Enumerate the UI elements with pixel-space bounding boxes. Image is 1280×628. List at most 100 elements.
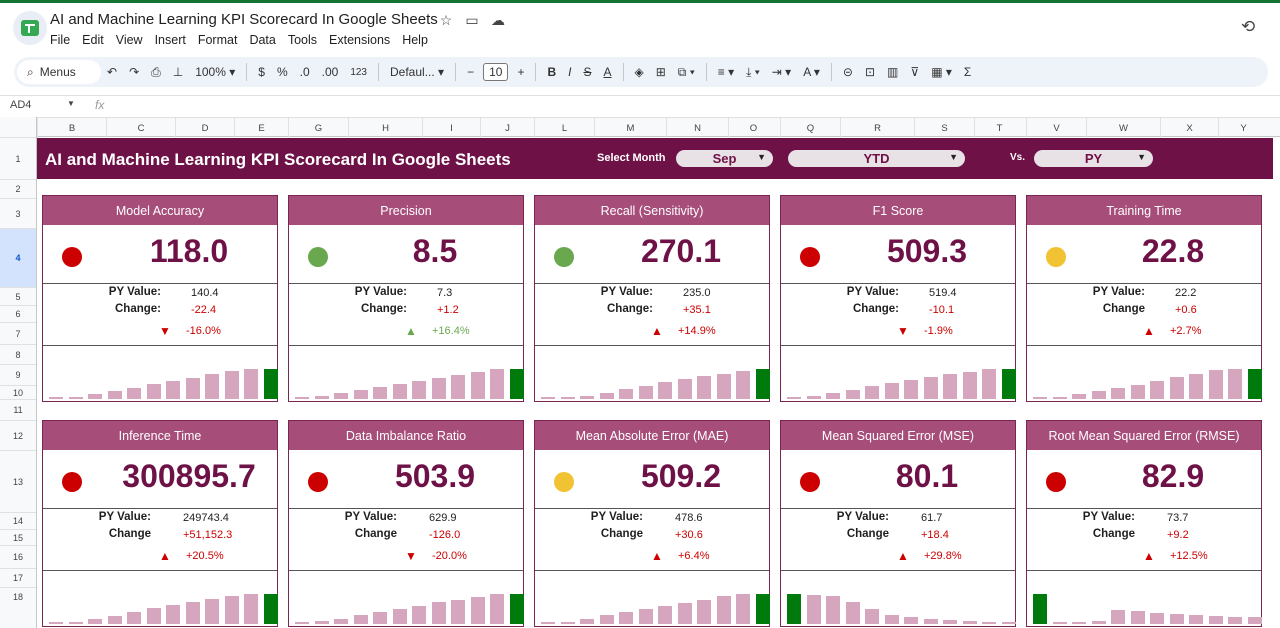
name-box-dropdown-icon[interactable]: ▼ xyxy=(67,99,75,108)
change-value: +18.4 xyxy=(921,529,949,541)
trend-chart xyxy=(43,570,278,626)
horizontal-align-icon[interactable]: ≡ ▾ xyxy=(717,65,735,79)
vertical-align-icon[interactable]: ⤓ ▾ xyxy=(746,64,760,79)
column-header[interactable]: Q xyxy=(780,118,840,138)
menu-data[interactable]: Data xyxy=(249,33,276,47)
strikethrough-icon[interactable]: S xyxy=(583,65,592,79)
name-box[interactable]: AD4 xyxy=(10,99,32,111)
column-header[interactable]: L xyxy=(534,118,594,138)
column-header[interactable]: R xyxy=(840,118,914,138)
trend-bar xyxy=(314,621,329,624)
column-header[interactable]: X xyxy=(1160,118,1218,138)
version-history-icon[interactable]: ⟲ xyxy=(1241,17,1256,36)
row-header[interactable]: 3 xyxy=(0,198,36,228)
menus-search[interactable]: ⌕ Menus xyxy=(17,60,101,84)
row-header[interactable]: 12 xyxy=(0,420,36,450)
filter-icon[interactable]: ⊽ xyxy=(910,65,920,79)
menu-format[interactable]: Format xyxy=(197,33,238,47)
column-header[interactable]: Y xyxy=(1218,118,1268,138)
document-title[interactable]: AI and Machine Learning KPI Scorecard In… xyxy=(50,11,438,28)
row-header[interactable]: 13 xyxy=(0,450,36,512)
column-header[interactable]: E xyxy=(234,118,288,138)
compare-dropdown[interactable]: PY ▼ xyxy=(1034,150,1153,167)
menu-edit[interactable]: Edit xyxy=(82,33,104,47)
paint-format-icon[interactable]: ⊥ xyxy=(172,65,184,79)
move-folder-icon[interactable]: ▭ xyxy=(465,12,479,28)
cloud-status-icon[interactable]: ☁ xyxy=(491,12,505,28)
decrease-decimal-button[interactable]: .0 xyxy=(299,65,310,79)
period-dropdown[interactable]: YTD ▼ xyxy=(788,150,965,167)
text-color-icon[interactable]: A xyxy=(603,65,612,79)
menu-insert[interactable]: Insert xyxy=(154,33,186,47)
column-header[interactable]: M xyxy=(594,118,666,138)
menu-file[interactable]: File xyxy=(50,33,71,47)
menu-view[interactable]: View xyxy=(115,33,143,47)
column-header[interactable]: H xyxy=(348,118,422,138)
sheets-logo-icon[interactable] xyxy=(13,11,47,45)
text-rotation-icon[interactable]: A ▾ xyxy=(803,65,820,79)
percent-format-button[interactable]: % xyxy=(276,65,288,79)
column-header[interactable]: D xyxy=(175,118,234,138)
bold-icon[interactable]: B xyxy=(547,65,557,79)
borders-icon[interactable]: ⊞ xyxy=(655,65,666,79)
column-header[interactable]: G xyxy=(288,118,348,138)
trend-bar xyxy=(1228,617,1242,624)
py-label: PY Value: xyxy=(846,286,899,298)
print-icon[interactable]: ⎙ xyxy=(151,64,161,79)
row-header[interactable]: 5 xyxy=(0,287,36,305)
month-dropdown[interactable]: Sep ▼ xyxy=(676,150,773,167)
menu-extensions[interactable]: Extensions xyxy=(329,33,391,47)
merge-cells-icon[interactable]: ⧉ ▾ xyxy=(677,64,695,79)
font-select[interactable]: Defaul... ▾ xyxy=(390,65,445,79)
row-header[interactable]: 8 xyxy=(0,344,36,364)
select-all-corner[interactable] xyxy=(0,117,37,137)
change-label: Change xyxy=(1102,303,1145,315)
redo-icon[interactable]: ↷ xyxy=(129,65,140,79)
column-header[interactable]: J xyxy=(480,118,534,138)
column-header[interactable]: I xyxy=(422,118,480,138)
menu-tools[interactable]: Tools xyxy=(287,33,318,47)
row-header[interactable]: 17 xyxy=(0,568,36,587)
insert-comment-icon[interactable]: ⊡ xyxy=(864,65,876,79)
more-formats-button[interactable]: 123 xyxy=(350,66,367,78)
row-header[interactable]: 18 xyxy=(0,587,36,605)
column-header[interactable]: V xyxy=(1026,118,1086,138)
menu-help[interactable]: Help xyxy=(402,33,428,47)
column-header[interactable]: W xyxy=(1086,118,1160,138)
italic-icon[interactable]: I xyxy=(568,65,572,79)
column-header[interactable]: N xyxy=(666,118,728,138)
row-header[interactable]: 6 xyxy=(0,305,36,322)
fill-color-icon[interactable]: ◈ xyxy=(634,65,644,79)
filter-views-icon[interactable]: ▦ ▾ xyxy=(931,65,952,79)
trend-bar xyxy=(619,389,633,399)
increase-decimal-button[interactable]: .00 xyxy=(321,65,339,79)
functions-icon[interactable]: Σ xyxy=(963,65,972,79)
column-header[interactable]: B xyxy=(37,118,106,138)
currency-format-button[interactable]: $ xyxy=(258,65,265,79)
font-size-decrease-icon[interactable]: − xyxy=(467,65,475,79)
row-header[interactable]: 9 xyxy=(0,364,36,385)
row-header[interactable]: 16 xyxy=(0,545,36,568)
text-wrapping-icon[interactable]: ⇥ ▾ xyxy=(771,65,792,79)
font-size-input[interactable]: 10 xyxy=(483,63,509,81)
star-icon[interactable]: ☆ xyxy=(439,12,453,28)
row-header[interactable]: 1 xyxy=(0,137,36,179)
row-header[interactable]: 15 xyxy=(0,529,36,545)
undo-icon[interactable]: ↶ xyxy=(107,65,118,79)
zoom-select[interactable]: 100% ▾ xyxy=(195,65,236,79)
row-header[interactable]: 11 xyxy=(0,399,36,420)
row-header[interactable]: 14 xyxy=(0,512,36,529)
change-value: +9.2 xyxy=(1167,529,1189,541)
kpi-title: Training Time xyxy=(1027,196,1261,225)
column-header[interactable]: S xyxy=(914,118,974,138)
row-header[interactable]: 10 xyxy=(0,385,36,399)
column-header[interactable]: C xyxy=(106,118,175,138)
row-header[interactable]: 2 xyxy=(0,179,36,198)
column-header[interactable]: T xyxy=(974,118,1024,138)
insert-chart-icon[interactable]: ▥ xyxy=(887,65,899,79)
insert-link-icon[interactable]: ⊝ xyxy=(842,65,853,79)
row-header[interactable]: 4 xyxy=(0,228,36,287)
column-header[interactable]: O xyxy=(728,118,778,138)
row-header[interactable]: 7 xyxy=(0,322,36,344)
font-size-increase-icon[interactable]: + xyxy=(517,65,525,79)
